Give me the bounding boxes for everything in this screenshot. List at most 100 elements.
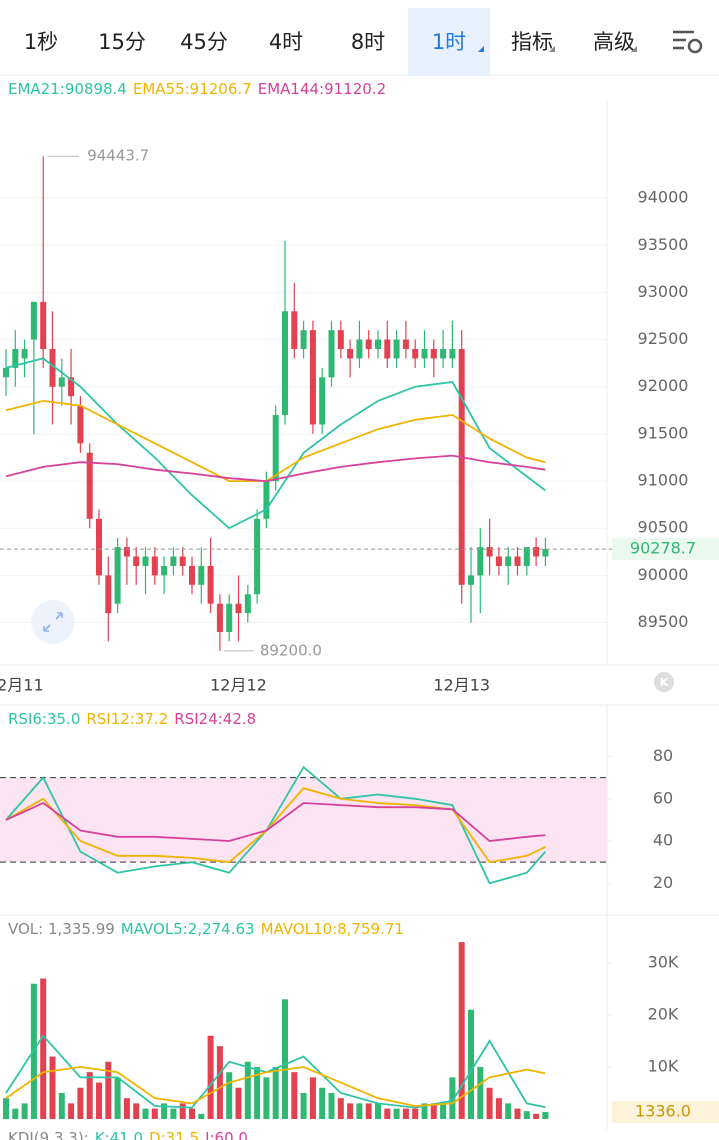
settings-button[interactable] bbox=[668, 8, 708, 76]
interval-tab[interactable]: 8时 bbox=[341, 8, 395, 76]
interval-tab[interactable]: 4时 bbox=[259, 8, 313, 76]
candle-body bbox=[235, 603, 242, 614]
x-tick-label: 12月11 bbox=[0, 676, 44, 695]
legend-entry: EMA21:90898.4 bbox=[8, 80, 127, 98]
tab-label: 指标 bbox=[511, 30, 553, 54]
min-label: 89200.0 bbox=[260, 641, 322, 659]
candle-body bbox=[440, 349, 447, 359]
x-tick-label: 12月13 bbox=[433, 676, 490, 695]
y-tick-label: 90500 bbox=[638, 518, 689, 537]
tab-label: 15分 bbox=[98, 30, 146, 54]
legend-entry: VOL: 1,335.99 bbox=[8, 920, 115, 938]
candle-body bbox=[495, 556, 502, 566]
volume-bar bbox=[216, 1046, 223, 1119]
volume-bar bbox=[198, 1113, 205, 1119]
dropdown-arrow bbox=[549, 46, 555, 52]
legend-entry: D:31.5 bbox=[149, 1129, 199, 1140]
volume-bar bbox=[226, 1072, 233, 1119]
volume-bar bbox=[375, 1103, 381, 1119]
candle-body bbox=[263, 481, 270, 519]
candle-body bbox=[96, 518, 102, 576]
x-tick-label: 12月12 bbox=[210, 676, 267, 695]
candle-body bbox=[3, 367, 9, 378]
tab-label: 1时 bbox=[431, 30, 467, 54]
last-volume-label: 1336.0 bbox=[635, 1102, 691, 1121]
volume-bar bbox=[86, 1072, 93, 1119]
volume-bar bbox=[123, 1098, 130, 1119]
legend: VOL: 1,335.99 MAVOL5:2,274.63 MAVOL10:8,75… bbox=[8, 920, 404, 938]
legend-entry: RSI6:35.0 bbox=[8, 710, 80, 728]
indicator-line bbox=[5, 454, 546, 483]
y-tick-label: 93000 bbox=[638, 282, 689, 301]
candle-body bbox=[319, 377, 326, 425]
dropdown-arrow bbox=[478, 46, 484, 52]
volume-bar bbox=[189, 1108, 195, 1119]
interval-tab[interactable]: 15分 bbox=[95, 8, 149, 76]
volume-bar bbox=[96, 1082, 102, 1119]
volume-bar bbox=[68, 1103, 75, 1119]
y-tick-label: 92000 bbox=[638, 376, 689, 395]
legend: RSI6:35.0 RSI12:37.2 RSI24:42.8 bbox=[8, 710, 256, 728]
legend-entry: J:60.0 bbox=[204, 1129, 248, 1140]
candle-body bbox=[523, 547, 530, 566]
legend-entry: MAVOL5:2,274.63 bbox=[121, 920, 255, 938]
candle-body bbox=[384, 339, 391, 359]
volume-bar bbox=[105, 1061, 112, 1119]
volume-bar bbox=[384, 1108, 391, 1119]
candle-body bbox=[468, 575, 474, 585]
volume-bar bbox=[365, 1103, 372, 1119]
indicator-line bbox=[5, 1034, 546, 1109]
candle-body bbox=[77, 405, 84, 444]
candle-body bbox=[356, 339, 363, 359]
volume-bar bbox=[161, 1103, 168, 1119]
volume-bar bbox=[477, 1066, 484, 1119]
volume-bar bbox=[402, 1108, 409, 1119]
volume-bar bbox=[235, 1087, 242, 1119]
dropdown-arrow bbox=[631, 46, 637, 52]
volume-bar bbox=[114, 1077, 121, 1119]
volume-bar bbox=[58, 1092, 65, 1119]
max-label: 94443.7 bbox=[87, 147, 149, 165]
candle-body bbox=[272, 415, 279, 482]
y-tick-label: 10K bbox=[648, 1056, 679, 1075]
candle-body bbox=[477, 547, 484, 576]
candle-body bbox=[30, 301, 37, 340]
legend-entry: KDJ(9,3,3): bbox=[8, 1129, 89, 1140]
interval-tab[interactable]: 1秒 bbox=[14, 8, 68, 76]
y-tick-label: 91500 bbox=[638, 423, 689, 442]
candle-body bbox=[198, 565, 205, 585]
volume-bar bbox=[319, 1087, 326, 1119]
y-tick-label: 94000 bbox=[638, 188, 689, 207]
y-tick-label: 30K bbox=[648, 952, 679, 971]
candle-body bbox=[170, 556, 177, 566]
candle-body bbox=[291, 311, 298, 350]
candle-body bbox=[105, 575, 112, 614]
logo-mark: K bbox=[660, 676, 669, 689]
volume-bar bbox=[272, 1066, 279, 1119]
interval-tab[interactable]: 高级 bbox=[585, 8, 643, 76]
indicator-line bbox=[5, 787, 546, 864]
y-tick-label: 40 bbox=[653, 831, 673, 850]
interval-tab[interactable]: 45分 bbox=[177, 8, 231, 76]
tab-label: 4时 bbox=[268, 30, 304, 54]
candle-body bbox=[244, 594, 251, 614]
candle-body bbox=[12, 349, 19, 368]
candle-body bbox=[505, 556, 512, 566]
candle-body bbox=[68, 377, 75, 397]
volume-bar bbox=[170, 1108, 177, 1119]
interval-tab[interactable]: 指标 bbox=[503, 8, 561, 76]
volume-bar bbox=[412, 1108, 419, 1119]
volume-bar bbox=[40, 978, 47, 1119]
volume-bar bbox=[207, 1035, 214, 1119]
volume-bar bbox=[393, 1108, 400, 1119]
expand-button[interactable] bbox=[31, 600, 75, 644]
volume-bar bbox=[133, 1103, 140, 1119]
volume-bar bbox=[523, 1111, 530, 1119]
volume-bar bbox=[309, 1077, 316, 1119]
volume-bar bbox=[486, 1087, 493, 1119]
interval-tab[interactable]: 1时 bbox=[408, 8, 490, 76]
candle-body bbox=[309, 330, 316, 425]
volume-bar bbox=[505, 1103, 512, 1119]
candle-body bbox=[151, 556, 158, 576]
